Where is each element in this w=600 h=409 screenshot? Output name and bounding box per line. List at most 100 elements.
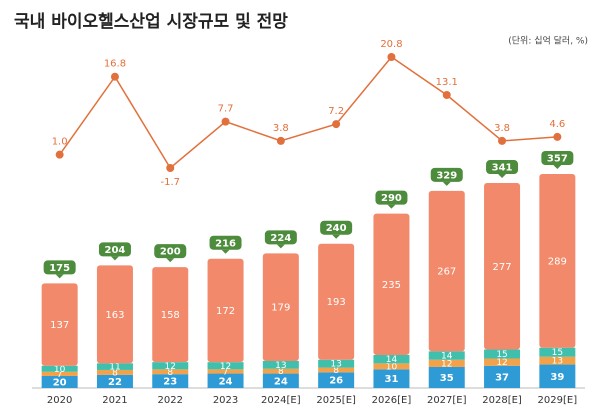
value-label: 137 <box>50 320 69 331</box>
total-box <box>430 167 463 182</box>
x-tick-label: 2026[E] <box>372 395 412 406</box>
unit-note: (단위: 십억 달러, %) <box>508 35 588 47</box>
value-label: 12 <box>220 362 231 372</box>
value-label: 11 <box>109 363 120 373</box>
bar-segment <box>373 354 410 364</box>
growth-point <box>276 136 285 145</box>
value-label: 26 <box>329 376 343 387</box>
total-box <box>264 230 297 245</box>
total-label: 357 <box>547 154 568 165</box>
value-label: 14 <box>386 355 398 365</box>
bar-segment <box>318 367 355 373</box>
total-box <box>98 242 131 257</box>
total-pointer <box>221 249 230 254</box>
total-pointer <box>387 204 396 209</box>
value-label: 179 <box>271 303 290 314</box>
bar-segment <box>318 372 355 388</box>
growth-point <box>332 120 341 129</box>
total-label: 329 <box>436 170 457 181</box>
growth-point <box>553 132 562 141</box>
value-label: 8 <box>278 367 284 377</box>
bar-segment <box>152 369 189 375</box>
bar-segment <box>428 190 465 352</box>
bar-segment <box>539 356 576 365</box>
bar-segment <box>41 371 78 376</box>
total-box <box>320 220 353 235</box>
growth-label: 16.8 <box>104 59 126 70</box>
value-label: 31 <box>384 374 398 385</box>
total-pointer <box>442 181 451 186</box>
value-label: 8 <box>167 368 173 378</box>
total-box <box>209 235 242 250</box>
growth-label: -1.7 <box>160 177 180 188</box>
bar-segment <box>484 365 521 388</box>
growth-point <box>387 53 396 61</box>
total-label: 175 <box>49 263 70 274</box>
growth-label: 3.8 <box>494 123 510 134</box>
value-label: 22 <box>108 377 122 388</box>
total-pointer <box>276 244 285 249</box>
x-tick-label: 2028[E] <box>482 395 522 406</box>
value-label: 267 <box>437 267 456 278</box>
total-box <box>541 151 574 165</box>
value-label: 13 <box>552 357 563 367</box>
bar-segment <box>373 213 410 355</box>
bar-segment <box>96 374 133 388</box>
bar-segment <box>539 364 576 388</box>
bar-segment <box>96 369 133 375</box>
growth-label: 7.7 <box>218 104 234 115</box>
value-label: 10 <box>54 365 66 375</box>
bar-segment <box>152 362 189 370</box>
growth-label: 1.0 <box>52 137 68 148</box>
value-label: 172 <box>216 306 235 317</box>
total-pointer <box>55 274 64 279</box>
x-tick-label: 2023 <box>213 395 238 406</box>
bar-segment <box>96 265 133 364</box>
bar-segment <box>539 174 576 348</box>
bar-segment <box>262 368 299 374</box>
total-label: 216 <box>215 238 236 249</box>
bar-segment <box>152 374 189 388</box>
total-pointer <box>332 234 341 239</box>
value-label: 39 <box>550 372 564 383</box>
value-label: 8 <box>333 366 339 376</box>
bar-segment <box>207 373 244 388</box>
bar-segment <box>373 369 410 388</box>
chart-title: 국내 바이오헬스산업 시장규모 및 전망 <box>14 12 288 32</box>
value-label: 235 <box>382 280 401 291</box>
bar-segment <box>373 363 410 370</box>
value-label: 15 <box>496 350 507 360</box>
x-tick-label: 2027[E] <box>427 395 467 406</box>
growth-label: 4.6 <box>549 119 565 130</box>
growth-point <box>498 136 507 145</box>
value-label: 13 <box>330 360 341 370</box>
value-label: 7 <box>57 370 63 380</box>
value-label: 289 <box>548 256 567 267</box>
total-label: 204 <box>105 245 126 256</box>
total-label: 341 <box>492 163 513 174</box>
growth-line <box>59 55 558 170</box>
growth-label: 3.8 <box>273 123 289 134</box>
growth-point <box>110 72 119 81</box>
growth-point <box>166 164 175 172</box>
bar-segment <box>484 358 521 366</box>
x-tick-label: 2024[E] <box>261 395 301 406</box>
value-label: 24 <box>274 376 288 387</box>
value-label: 13 <box>275 361 286 371</box>
bar-segment <box>484 349 521 359</box>
total-box <box>43 260 76 275</box>
x-tick-label: 2021 <box>102 395 127 406</box>
value-label: 12 <box>441 359 452 369</box>
bar-segment <box>262 373 299 388</box>
value-label: 24 <box>219 376 233 387</box>
growth-label: 13.1 <box>436 77 458 88</box>
bar-segment <box>41 283 78 366</box>
bar-segment <box>318 359 355 368</box>
bar-segment <box>428 359 465 367</box>
bar-segment <box>428 366 465 388</box>
value-label: 14 <box>441 352 453 362</box>
value-label: 37 <box>495 372 509 383</box>
total-box <box>154 244 187 259</box>
total-label: 290 <box>381 193 402 204</box>
